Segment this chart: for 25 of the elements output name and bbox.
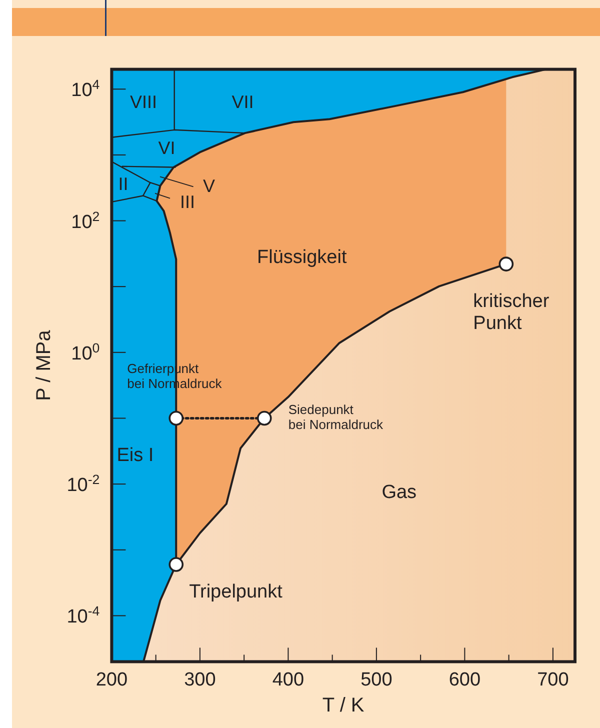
annotation: Eis I — [116, 445, 154, 466]
x-tick-label: 500 — [360, 670, 392, 691]
x-tick-label: 400 — [272, 670, 304, 691]
annotation: VII — [232, 92, 254, 112]
y-tick-label: 10$^{2}$ — [71, 208, 100, 233]
y-tick-label: 10$^{0}$ — [71, 340, 100, 364]
annotation: II — [118, 174, 128, 194]
annotation: VIII — [130, 92, 158, 112]
x-tick-label: 200 — [96, 670, 128, 691]
y-axis-title: P / MPa — [33, 329, 55, 401]
x-axis-title: T / K — [322, 694, 365, 717]
annotation: III — [180, 192, 196, 212]
annotation: kritischer Punkt — [473, 291, 550, 334]
x-tick-label: 600 — [448, 670, 481, 691]
annotation: VI — [158, 138, 176, 158]
annotation: Tripelpunkt — [189, 581, 284, 602]
x-tick-label: 300 — [184, 670, 216, 691]
y-tick-label: 10$^{-4}$ — [66, 603, 100, 628]
y-tick-label: 10$^{4}$ — [71, 76, 100, 102]
y-tick-label: 10$^{-2}$ — [66, 472, 100, 496]
annotation: Siedepunkt bei Normaldruck — [288, 402, 384, 433]
annotation: Flüssigkeit — [257, 247, 348, 268]
annotation: Gas — [382, 482, 417, 504]
x-tick-label: 700 — [537, 670, 569, 691]
annotation: V — [203, 176, 216, 196]
